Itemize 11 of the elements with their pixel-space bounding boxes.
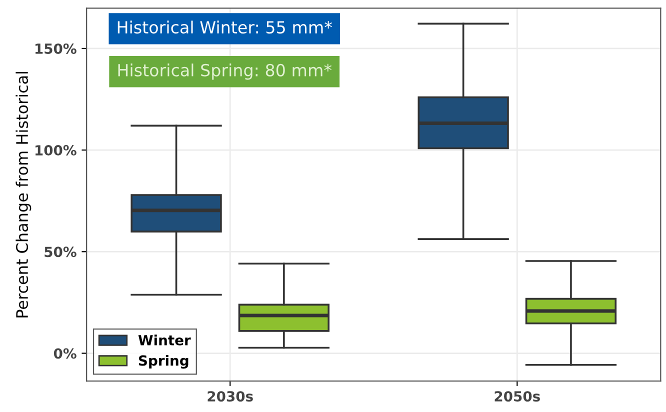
y-tick-label: 50%: [44, 246, 76, 258]
y-tick-label: 150%: [36, 43, 76, 54]
y-tick-label: 0%: [54, 348, 76, 359]
x-tick-label: 2030s: [208, 391, 253, 402]
annotation: Historical Spring: 80 mm*: [118, 64, 332, 80]
x-tick-label: 2050s: [494, 391, 540, 402]
annotation: Historical Winter: 55 mm*: [118, 20, 332, 34]
legend-label: Winter: [138, 334, 191, 346]
y-axis-title: Percent Change from Historical: [16, 72, 32, 318]
legend-label: Spring: [138, 355, 188, 369]
y-tick-label: 100%: [36, 145, 76, 156]
